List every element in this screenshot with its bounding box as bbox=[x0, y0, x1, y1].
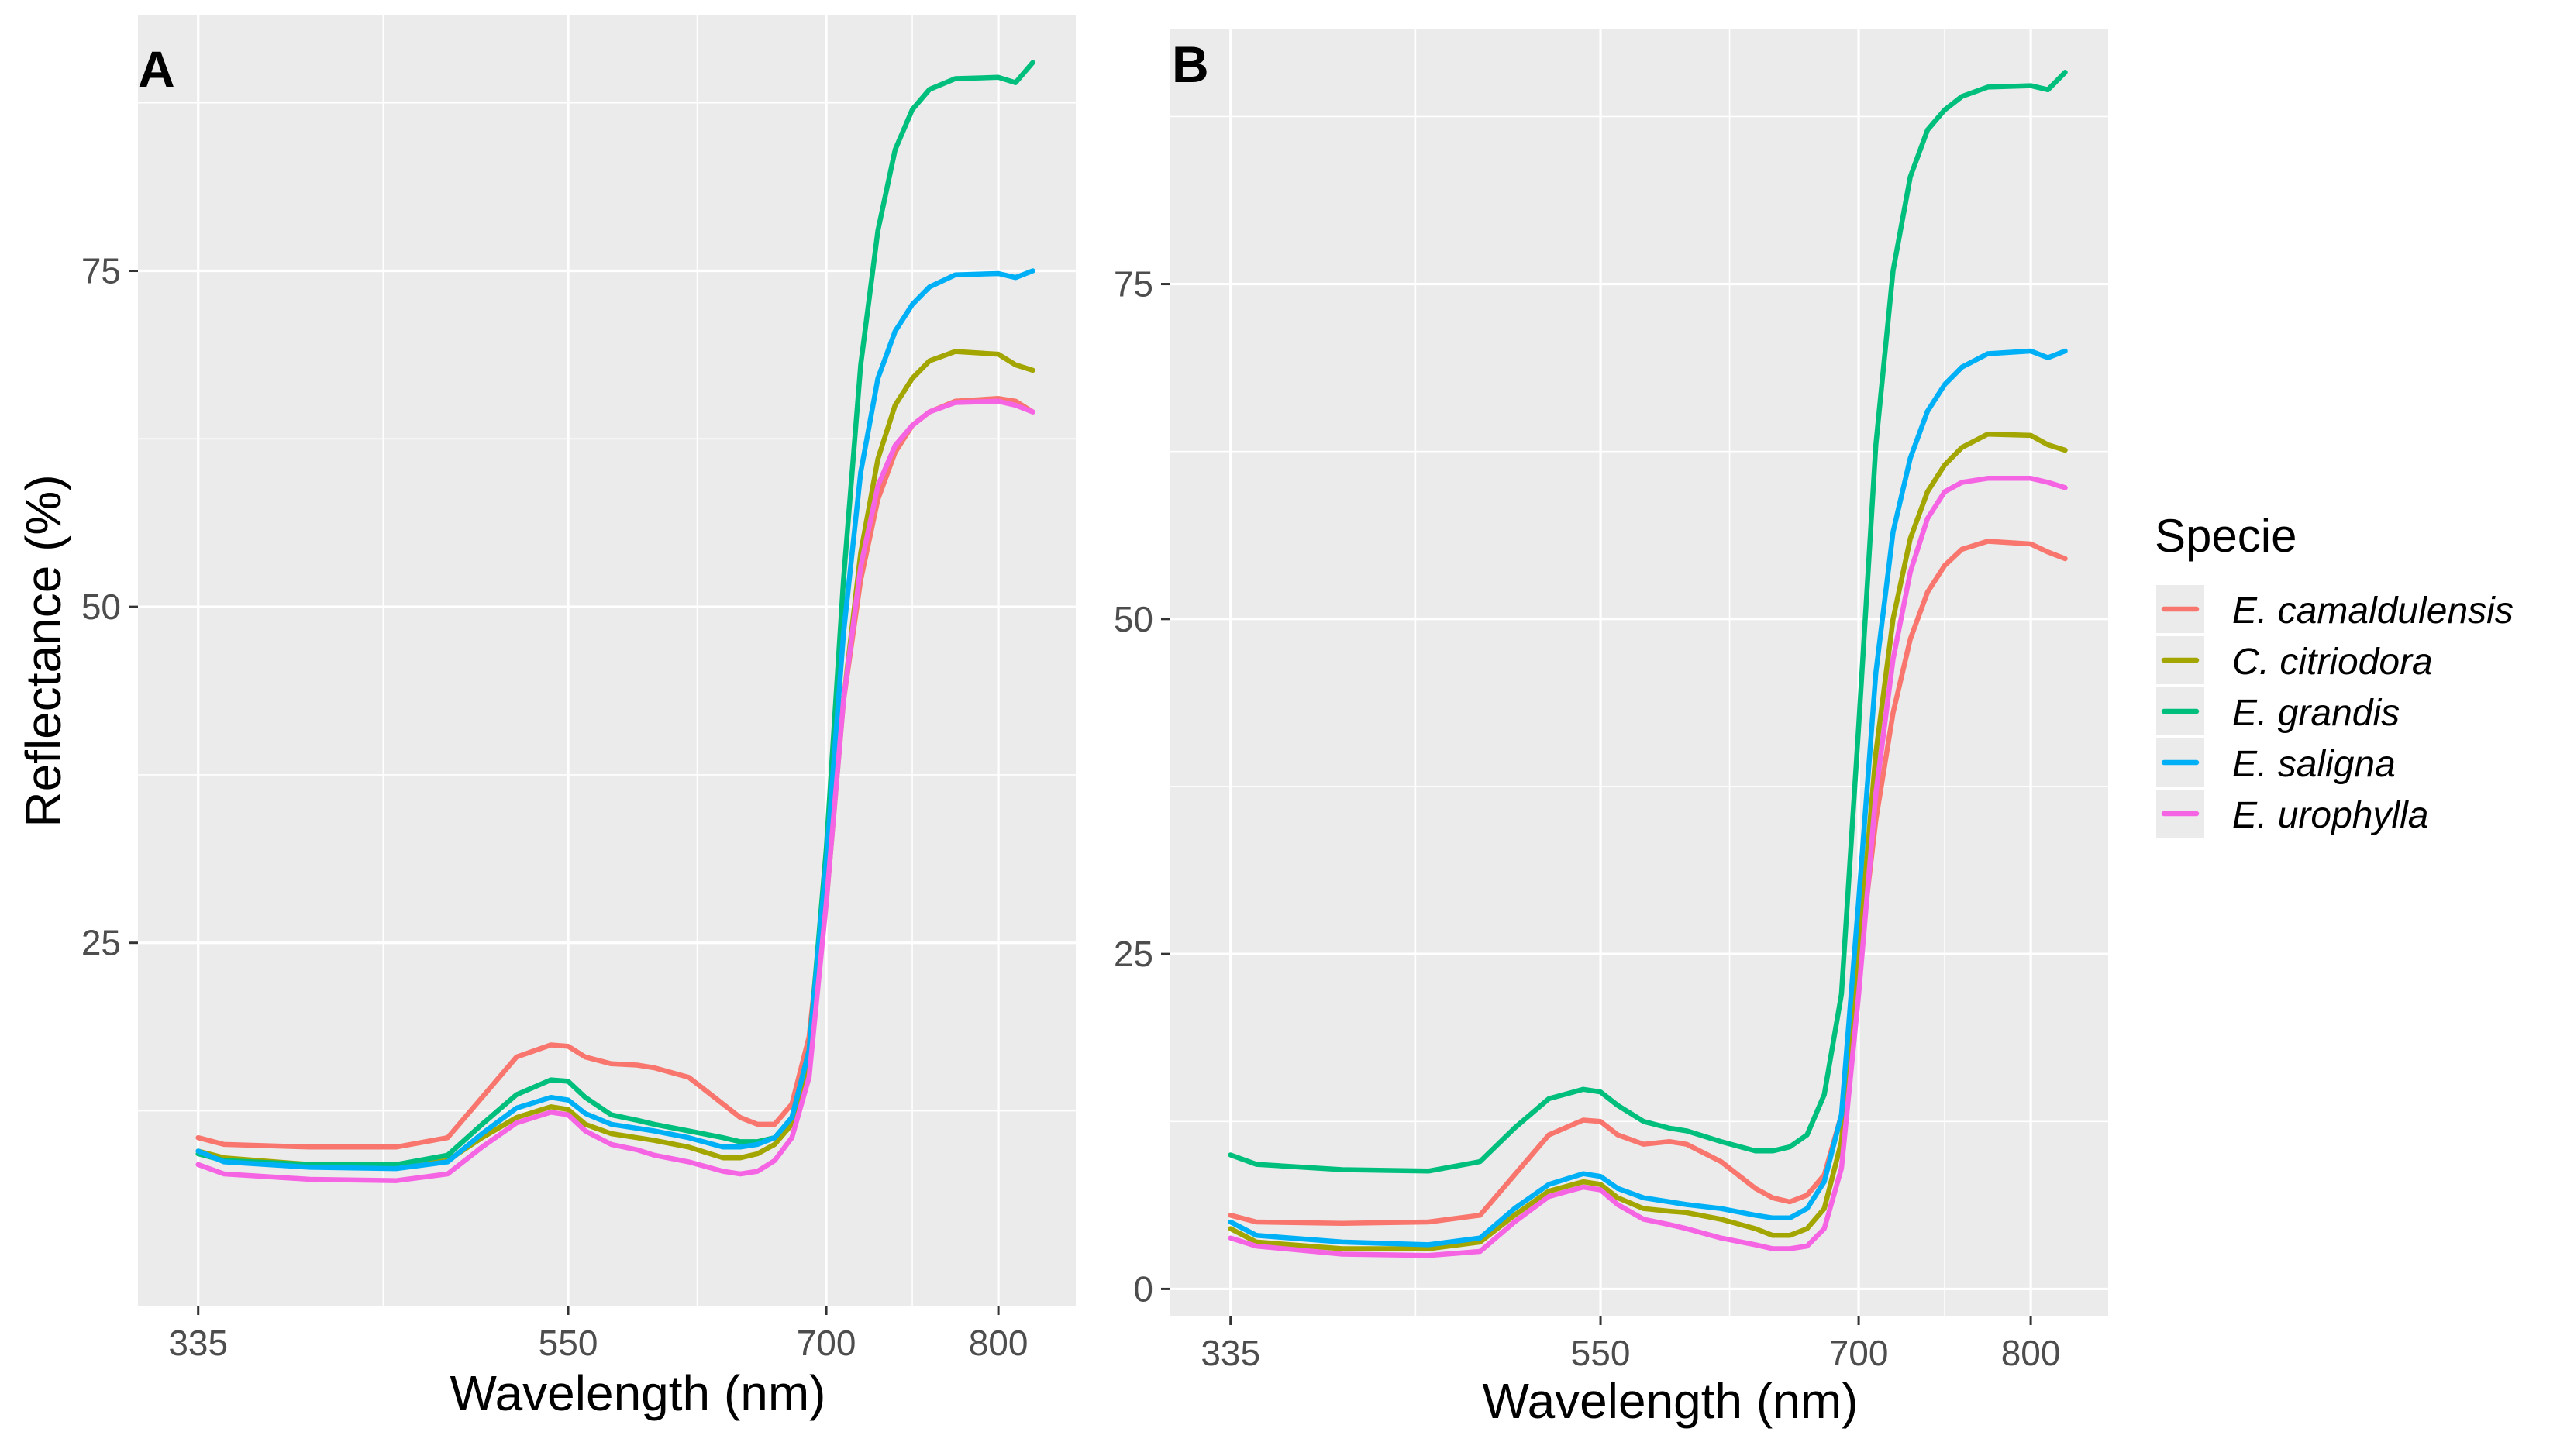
panel-b-series bbox=[1228, 70, 2068, 1258]
panel-a-grid bbox=[138, 15, 1076, 1306]
y-tick-label: 50 bbox=[1114, 599, 1153, 639]
y-tick-label: 25 bbox=[81, 923, 121, 963]
legend: Specie E. camaldulensis C. citriodora E.… bbox=[2155, 510, 2514, 838]
series-line-e-saligna bbox=[1228, 348, 2068, 1248]
series-line-e-grandis bbox=[195, 60, 1035, 1168]
y-tick-label: 75 bbox=[1114, 264, 1153, 305]
series-line-c-citriodora bbox=[195, 349, 1035, 1170]
legend-title: Specie bbox=[2155, 510, 2297, 562]
panel-b-grid bbox=[1170, 29, 2108, 1316]
x-tick-label: 335 bbox=[1201, 1333, 1260, 1373]
series-line-e-camaldulensis bbox=[1228, 539, 2068, 1226]
panel-b-tag: B bbox=[1172, 36, 1209, 93]
x-tick-label: 800 bbox=[2001, 1333, 2061, 1373]
panel-b-background bbox=[1170, 29, 2108, 1316]
y-tick-label: 25 bbox=[1114, 934, 1153, 974]
legend-item-e-camaldulensis: E. camaldulensis bbox=[2156, 585, 2514, 633]
x-tick-label: 700 bbox=[1829, 1333, 1889, 1373]
legend-label-e-urophylla: E. urophylla bbox=[2232, 795, 2428, 836]
legend-label-e-grandis: E. grandis bbox=[2232, 693, 2400, 734]
legend-item-e-grandis: E. grandis bbox=[2156, 687, 2400, 735]
panel-b-x-axis-title: Wavelength (nm) bbox=[1483, 1373, 1859, 1429]
y-tick-label: 75 bbox=[81, 251, 121, 291]
panel-a-background bbox=[138, 15, 1076, 1306]
panel-a-y-axis-title: Reflectance (%) bbox=[16, 474, 71, 827]
x-tick-label: 800 bbox=[969, 1323, 1029, 1363]
legend-item-e-urophylla: E. urophylla bbox=[2156, 790, 2428, 838]
legend-label-c-citriodora: C. citriodora bbox=[2232, 642, 2433, 683]
legend-item-c-citriodora: C. citriodora bbox=[2156, 636, 2433, 684]
panel-b-ticks: 335 550 700 800 0 25 50 75 bbox=[1114, 264, 2061, 1373]
panel-a-ticks: 335 550 700 800 25 50 75 bbox=[81, 251, 1029, 1363]
y-tick-label: 0 bbox=[1133, 1268, 1153, 1309]
x-tick-label: 550 bbox=[1571, 1333, 1631, 1373]
panel-a-series bbox=[195, 60, 1035, 1183]
panel-b: 335 550 700 800 0 25 50 75 B Wavelength (nm) bbox=[1114, 29, 2108, 1429]
series-line-e-saligna bbox=[195, 268, 1035, 1172]
series-line-e-grandis bbox=[1228, 70, 2068, 1174]
x-tick-label: 700 bbox=[797, 1323, 856, 1363]
panel-a-x-axis-title: Wavelength (nm) bbox=[450, 1365, 826, 1421]
series-line-e-urophylla bbox=[195, 398, 1035, 1183]
panel-a: 335 550 700 800 25 50 75 A Wavelength (nm) Ref… bbox=[16, 15, 1076, 1421]
x-tick-label: 335 bbox=[168, 1323, 228, 1363]
legend-label-e-camaldulensis: E. camaldulensis bbox=[2232, 590, 2514, 632]
series-line-c-citriodora bbox=[1228, 431, 2068, 1251]
legend-item-e-saligna: E. saligna bbox=[2156, 738, 2396, 787]
panel-a-tag: A bbox=[138, 40, 175, 98]
series-line-e-urophylla bbox=[1228, 476, 2068, 1258]
y-tick-label: 50 bbox=[81, 587, 121, 627]
x-tick-label: 550 bbox=[539, 1323, 598, 1363]
legend-label-e-saligna: E. saligna bbox=[2232, 744, 2396, 785]
